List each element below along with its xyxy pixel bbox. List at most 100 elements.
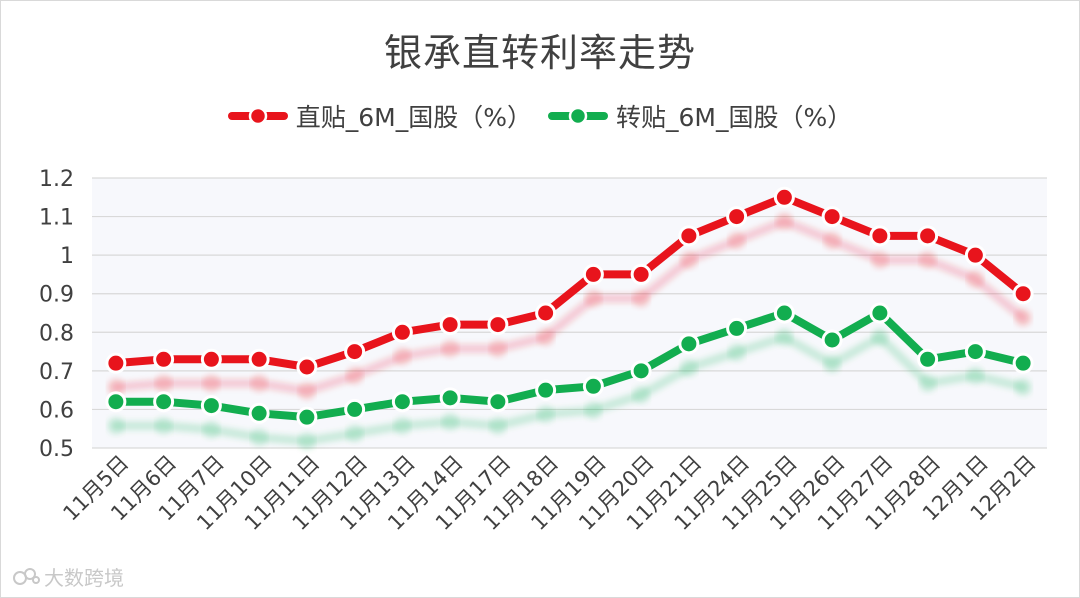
data-point-rediscount [344,398,366,420]
point-shadow-rediscount [154,416,173,435]
data-point-discount [296,356,318,378]
data-point-rediscount [391,391,413,413]
y-tick-label: 1.2 [39,167,74,192]
point-shadow-rediscount [679,358,698,377]
data-point-rediscount [678,333,700,355]
data-point-rediscount [439,387,461,409]
point-shadow-rediscount [441,412,460,431]
y-tick-label: 0.5 [39,437,74,462]
watermark-text: 大数跨境 [44,566,124,590]
data-point-discount [200,348,222,370]
point-shadow-discount [441,339,460,358]
data-point-discount [726,206,748,228]
legend-swatch-rediscount [548,106,608,126]
data-point-discount [869,225,891,247]
point-shadow-discount [823,231,842,250]
watermark-logo-icon [13,567,40,585]
point-shadow-discount [154,374,173,393]
y-tick-label: 0.9 [39,283,74,308]
point-shadow-rediscount [775,328,794,346]
data-point-discount [582,263,604,285]
y-tick-label: 1.1 [39,206,74,231]
point-shadow-discount [679,250,698,269]
data-point-discount [105,352,127,374]
legend-item-rediscount: 转贴_6M_国股（%） [548,98,852,134]
legend: 直贴_6M_国股（%） 转贴_6M_国股（%） [0,98,1080,134]
series-group [105,186,1034,451]
data-point-discount [1012,283,1034,305]
legend-swatch-discount [227,106,288,126]
point-shadow-rediscount [870,328,889,346]
data-point-rediscount [105,391,127,413]
point-shadow-discount [536,328,555,346]
data-point-rediscount [726,317,748,339]
point-shadow-rediscount [918,374,937,393]
point-shadow-discount [727,231,746,250]
point-shadow-discount [488,339,507,358]
data-point-discount [487,314,509,336]
data-point-rediscount [1012,352,1034,374]
legend-label-discount: 直贴_6M_国股（%） [295,103,532,132]
data-point-rediscount [869,302,891,324]
y-tick-label: 0.6 [39,398,74,423]
data-point-rediscount [153,391,175,413]
point-shadow-discount [584,289,603,308]
data-point-rediscount [964,341,986,363]
point-shadow-rediscount [393,416,412,435]
data-point-discount [248,348,270,370]
y-axis-ticks: 1.2 1.1 1 0.9 0.8 0.7 0.6 0.5 [39,167,74,462]
data-point-discount [439,314,461,336]
data-point-discount [678,225,700,247]
data-point-discount [821,206,843,228]
point-shadow-rediscount [1014,378,1033,397]
point-shadow-discount [297,382,316,400]
point-shadow-rediscount [250,428,269,447]
point-shadow-discount [250,374,269,393]
data-point-rediscount [630,360,652,382]
y-tick-label: 0.7 [39,360,74,385]
data-point-discount [917,225,939,247]
data-point-discount [391,321,413,343]
data-point-rediscount [248,402,270,424]
point-shadow-discount [775,212,794,231]
legend-item-discount: 直贴_6M_国股（%） [227,98,532,134]
data-point-discount [535,302,557,324]
data-point-discount [344,341,366,363]
point-shadow-rediscount [584,401,603,420]
data-point-rediscount [487,391,509,413]
point-shadow-discount [870,250,889,269]
data-point-rediscount [582,375,604,397]
point-shadow-rediscount [966,366,985,385]
point-shadow-rediscount [488,416,507,435]
point-shadow-rediscount [823,355,842,373]
point-shadow-rediscount [202,420,221,439]
point-shadow-rediscount [106,416,125,435]
data-point-discount [630,263,652,285]
data-point-rediscount [821,329,843,351]
point-shadow-discount [918,250,937,269]
point-shadow-rediscount [727,343,746,362]
point-shadow-discount [632,289,651,308]
point-shadow-discount [106,378,125,397]
point-shadow-rediscount [345,424,364,443]
data-point-discount [964,244,986,266]
data-point-rediscount [917,348,939,370]
point-shadow-rediscount [632,385,651,404]
x-axis-ticks: 11月5日11月6日11月7日11月10日11月11日11月12日11月13日1… [58,451,1040,535]
legend-label-rediscount: 转贴_6M_国股（%） [616,103,853,132]
point-shadow-discount [393,347,412,366]
point-shadow-discount [1014,308,1033,327]
point-shadow-rediscount [536,405,555,424]
watermark: 大数跨境 [12,562,124,591]
data-point-discount [153,348,175,370]
data-point-rediscount [296,406,318,428]
data-point-rediscount [535,379,557,401]
point-shadow-discount [345,366,364,385]
data-point-discount [773,186,795,208]
data-point-rediscount [773,302,795,324]
chart-title: 银承直转利率走势 [383,31,696,75]
point-shadow-rediscount [297,432,316,451]
y-tick-label: 0.8 [39,321,74,346]
point-shadow-discount [966,270,985,289]
